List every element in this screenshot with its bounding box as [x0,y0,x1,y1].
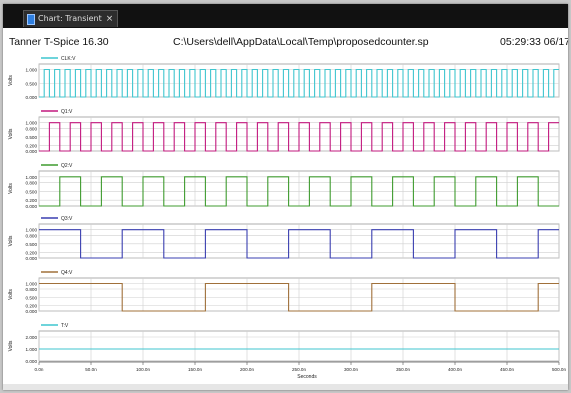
legend-label: Q2:V [61,163,73,169]
x-tick-label: 100.0n [136,367,150,372]
y-tick-label: 0.200 [26,198,38,203]
chart-icon [27,13,35,25]
series-line [39,122,559,152]
series-line [39,282,559,312]
y-axis-label: Volts [8,340,14,351]
tab-label: Chart: Transient [38,14,102,23]
y-axis-label: Volts [8,183,14,194]
y-axis-label: Volts [8,75,14,86]
y-tick-label: 0.500 [26,295,38,300]
x-tick-label: 0.0n [35,367,44,372]
y-tick-label: 0.800 [26,126,38,131]
legend-label: T:V [61,323,69,329]
series-line [39,68,559,98]
y-axis-label: Volts [8,128,14,139]
x-tick-label: 350.0n [396,367,410,372]
x-tick-label: 400.0n [448,367,462,372]
x-tick-label: 150.0n [188,367,202,372]
y-tick-label: 0.500 [26,81,38,86]
y-axis-label: Volts [8,289,14,300]
y-tick-label: 0.500 [26,242,38,247]
series-line [39,176,559,207]
y-tick-label: 0.800 [26,287,38,292]
y-tick-label: 0.200 [26,250,38,255]
series-line [39,229,559,259]
y-tick-label: 1.000 [26,228,38,233]
legend-label: CLK:V [61,56,76,62]
y-tick-label: 0.000 [26,95,38,100]
x-tick-label: 300.0n [344,367,358,372]
timestamp-label: 05:29:33 06/17/2 [500,36,568,48]
y-tick-label: 0.500 [26,135,38,140]
y-tick-label: 1.000 [26,175,38,180]
y-tick-label: 0.000 [26,256,38,261]
x-axis-label: Seconds [297,374,317,380]
legend-label: Q1:V [61,109,73,115]
y-tick-label: 0.200 [26,304,38,309]
y-tick-label: 0.500 [26,189,38,194]
y-tick-label: 0.000 [26,309,38,314]
horizontal-scrollbar[interactable] [3,384,568,390]
x-tick-label: 250.0n [292,367,306,372]
close-icon[interactable]: × [105,14,114,24]
x-tick-label: 50.0n [85,367,97,372]
tab-chart-transient[interactable]: Chart: Transient × [23,10,119,27]
y-tick-label: 1.000 [26,347,38,352]
y-tick-label: 0.200 [26,143,38,148]
y-axis-label: Volts [8,235,14,246]
y-tick-label: 0.000 [26,204,38,209]
x-tick-label: 450.0n [500,367,514,372]
y-tick-label: 0.000 [26,359,38,364]
y-tick-label: 1.000 [26,282,38,287]
legend-label: Q4:V [61,270,73,276]
simulator-label: Tanner T-Spice 16.30 [9,36,109,48]
waveform-viewer-window: Chart: Transient × Tanner T-Spice 16.30 … [3,4,568,390]
y-tick-label: 1.000 [26,121,38,126]
x-tick-label: 200.0n [240,367,254,372]
y-tick-label: 0.000 [26,149,38,154]
x-tick-label: 500.0n [552,367,566,372]
chart-header: Tanner T-Spice 16.30 C:\Users\dell\AppDa… [3,36,568,50]
y-tick-label: 0.800 [26,233,38,238]
y-tick-label: 1.000 [26,68,38,73]
legend-label: Q3:V [61,216,73,222]
waveform-chart[interactable]: 1.0000.5000.000VoltsCLK:V1.0000.8000.500… [3,4,568,390]
y-tick-label: 0.800 [26,181,38,186]
title-bar: Chart: Transient × [3,4,568,28]
y-tick-label: 2.000 [26,335,38,340]
file-path-label: C:\Users\dell\AppData\Local\Temp\propose… [173,36,429,48]
